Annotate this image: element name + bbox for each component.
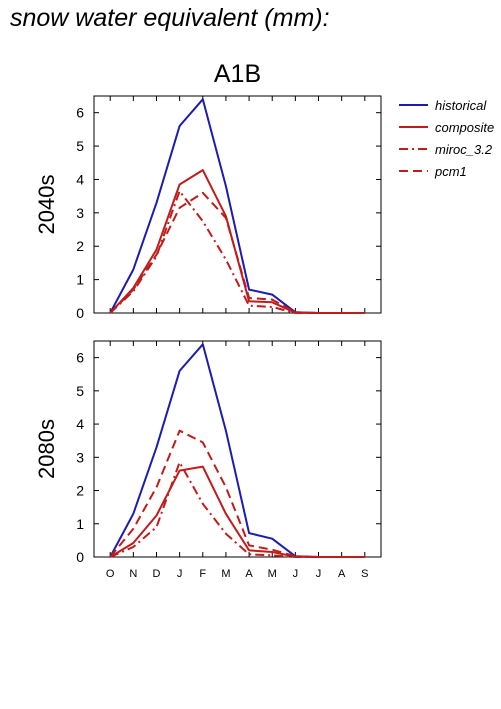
x-tick-label: J [293,568,299,580]
x-tick-label: J [177,568,183,580]
y-tick-label: 3 [76,449,84,465]
plot-frame [93,340,382,558]
chart-panel-2: 0 1 2 3 4 5 6 O N D J F M A M J J A S 2080s [34,340,382,580]
y-tick-label: 1 [76,272,84,288]
x-tick-label: O [106,568,115,580]
y-axis-label: 2040s [34,175,59,235]
page-title: snow water equivalent (mm): [10,4,330,32]
y-tick-label: 4 [76,171,84,187]
x-tick-label: M [221,568,230,580]
y-tick-label: 6 [76,105,84,121]
x-tick-label: F [199,568,206,580]
legend-label: miroc_3.2 [435,142,493,157]
legend-label: pcm1 [434,164,467,179]
chart-panel-1: 0 1 2 3 4 5 6 2040s A1B historical composite miroc_… [34,60,494,321]
x-tick-label: S [361,568,368,580]
x-tick-label: A [245,568,253,580]
y-tick-label: 2 [76,483,84,499]
x-tick-label: M [268,568,277,580]
y-tick-label: 5 [76,138,84,154]
x-tick-label: N [129,568,137,580]
series-line-pcm1 [109,191,365,314]
x-tick-label: J [316,568,322,580]
legend-label: historical [435,98,487,113]
y-tick-label: 1 [76,516,84,532]
x-tick-label: A [338,568,346,580]
series-line-miroc-3-2 [109,461,365,558]
legend-label: composite [435,120,494,135]
legend: historical composite miroc_3.2 pcm1 [399,98,494,179]
y-tick-label: 3 [76,205,84,221]
x-tick-label: D [153,568,161,580]
series-line-pcm1 [109,429,365,558]
y-tick-label: 0 [76,305,84,321]
y-tick-label: 4 [76,416,84,432]
y-tick-label: 5 [76,383,84,399]
chart-title: A1B [214,60,261,88]
plot-frame [93,95,382,314]
y-tick-label: 6 [76,350,84,366]
y-tick-label: 2 [76,238,84,254]
y-axis-label: 2080s [34,419,59,479]
series-line-miroc-3-2 [109,190,365,314]
y-tick-label: 0 [76,549,84,565]
